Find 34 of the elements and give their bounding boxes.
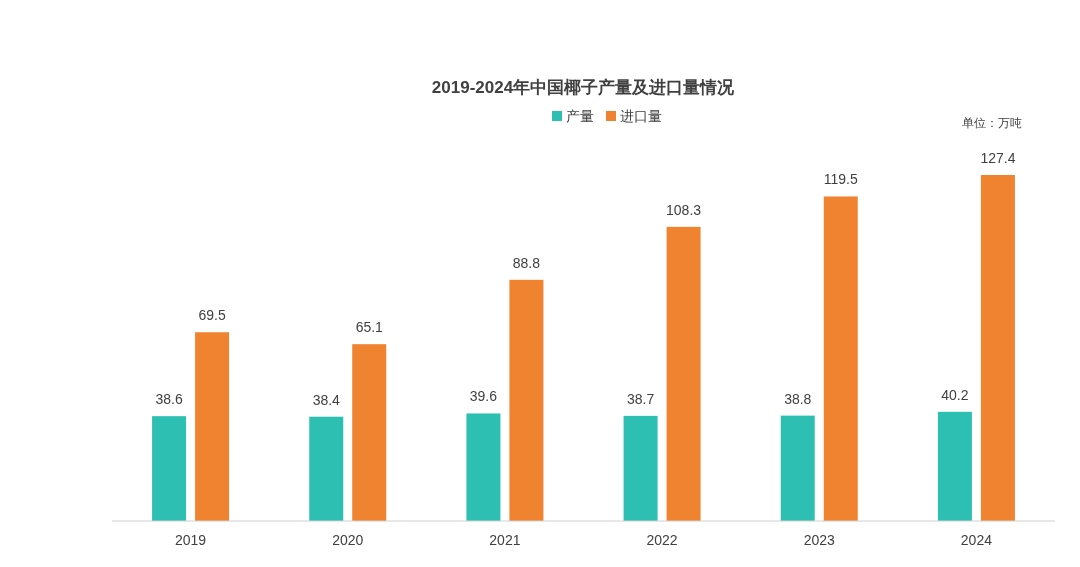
- bar: [823, 196, 858, 521]
- data-label: 65.1: [355, 319, 384, 336]
- data-label: 38.6: [155, 391, 183, 408]
- legend-label: 进口量: [620, 108, 662, 124]
- bar: [195, 332, 230, 521]
- x-tick-label: 2022: [646, 532, 678, 548]
- bar: [466, 413, 501, 521]
- data-label: 119.5: [823, 171, 858, 188]
- x-tick-label: 2019: [175, 532, 207, 548]
- data-label: 40.2: [941, 386, 969, 403]
- bar: [937, 411, 972, 521]
- data-label: 38.4: [312, 391, 341, 408]
- data-label: 39.6: [469, 388, 498, 405]
- bar: [623, 415, 658, 521]
- data-label: 38.7: [626, 390, 655, 407]
- bar: [980, 175, 1015, 521]
- bar: [666, 226, 701, 521]
- bar: [309, 416, 344, 521]
- bar: [509, 279, 544, 521]
- chart-title: 2019-2024年中国椰子产量及进口量情况: [431, 78, 736, 97]
- bar: [352, 344, 387, 521]
- data-label: 38.8: [784, 390, 812, 407]
- x-tick-label: 2020: [332, 532, 364, 548]
- x-tick-label: 2021: [489, 532, 521, 548]
- bar: [152, 416, 187, 521]
- x-tick-label: 2023: [803, 532, 836, 548]
- bar: [780, 415, 815, 521]
- text: 单位：万吨: [962, 116, 1022, 130]
- legend-label: 产量: [566, 108, 594, 124]
- data-label: 108.3: [666, 201, 702, 218]
- data-label: 88.8: [512, 254, 541, 271]
- x-tick-label: 2024: [960, 532, 993, 548]
- data-label: 69.5: [198, 307, 226, 324]
- data-label: 127.4: [980, 150, 1016, 166]
